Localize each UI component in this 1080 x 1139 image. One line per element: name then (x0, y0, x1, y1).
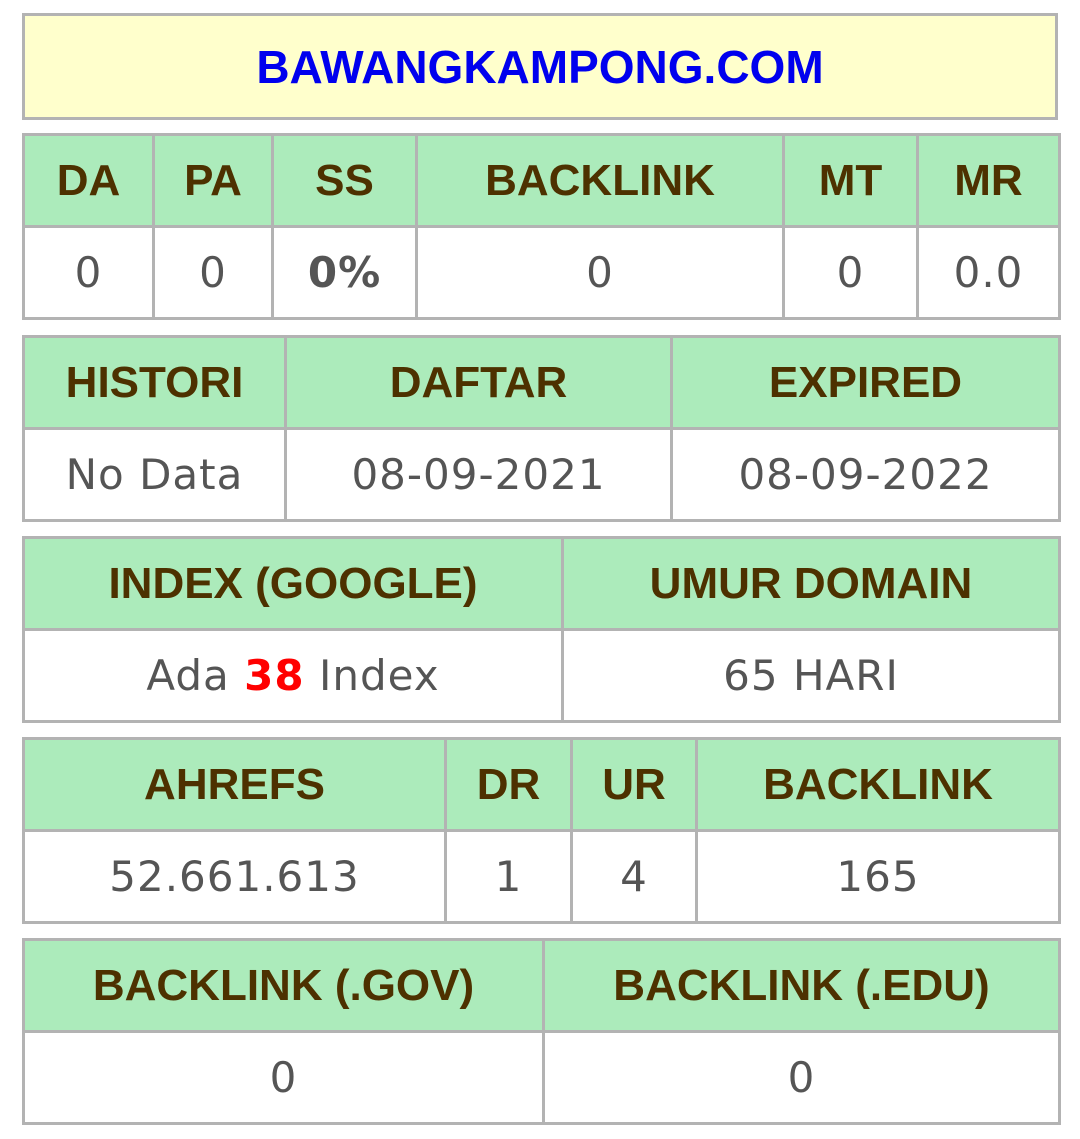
header-pa: PA (152, 133, 274, 228)
value-backlink-edu: 0 (542, 1030, 1061, 1125)
header-dr: DR (444, 737, 573, 832)
value-ss: 0% (271, 225, 418, 320)
index-count: 38 (244, 651, 305, 700)
index-prefix: Ada (146, 651, 245, 700)
value-backlink-gov: 0 (22, 1030, 545, 1125)
index-table: INDEX (GOOGLE) UMUR DOMAIN Ada 38 Index … (22, 536, 1061, 723)
special-header-row: BACKLINK (.GOV) BACKLINK (.EDU) (22, 938, 1061, 1033)
header-backlink-gov: BACKLINK (.GOV) (22, 938, 545, 1033)
index-suffix: Index (304, 651, 440, 700)
value-histori: No Data (22, 427, 287, 522)
value-ur: 4 (570, 829, 698, 924)
dates-table: HISTORI DAFTAR EXPIRED No Data 08-09-202… (22, 335, 1061, 522)
header-ahrefs-backlink: BACKLINK (695, 737, 1061, 832)
header-index-google: INDEX (GOOGLE) (22, 536, 564, 631)
index-header-row: INDEX (GOOGLE) UMUR DOMAIN (22, 536, 1061, 631)
value-mr: 0.0 (916, 225, 1061, 320)
value-index-google: Ada 38 Index (22, 628, 564, 723)
header-ss: SS (271, 133, 418, 228)
ahrefs-header-row: AHREFS DR UR BACKLINK (22, 737, 1061, 832)
moz-header-row: DA PA SS BACKLINK MT MR (22, 133, 1061, 228)
dates-value-row: No Data 08-09-2021 08-09-2022 (22, 427, 1061, 522)
ahrefs-table: AHREFS DR UR BACKLINK 52.661.613 1 4 165 (22, 737, 1061, 924)
moz-metrics-table: DA PA SS BACKLINK MT MR 0 0 0% 0 0 0.0 (22, 133, 1061, 320)
header-histori: HISTORI (22, 335, 287, 430)
value-expired: 08-09-2022 (670, 427, 1061, 522)
header-backlink-edu: BACKLINK (.EDU) (542, 938, 1061, 1033)
value-da: 0 (22, 225, 155, 320)
header-ur: UR (570, 737, 698, 832)
value-dr: 1 (444, 829, 573, 924)
value-mt: 0 (782, 225, 919, 320)
header-da: DA (22, 133, 155, 228)
value-umur-domain: 65 HARI (561, 628, 1061, 723)
value-daftar: 08-09-2021 (284, 427, 673, 522)
value-pa: 0 (152, 225, 274, 320)
value-ahrefs: 52.661.613 (22, 829, 447, 924)
header-backlink: BACKLINK (415, 133, 785, 228)
value-ahrefs-backlink: 165 (695, 829, 1061, 924)
domain-title-link[interactable]: BAWANGKAMPONG.COM (256, 40, 824, 93)
special-value-row: 0 0 (22, 1030, 1061, 1125)
header-mr: MR (916, 133, 1061, 228)
index-value-row: Ada 38 Index 65 HARI (22, 628, 1061, 723)
moz-value-row: 0 0 0% 0 0 0.0 (22, 225, 1061, 320)
ahrefs-value-row: 52.661.613 1 4 165 (22, 829, 1061, 924)
special-backlinks-table: BACKLINK (.GOV) BACKLINK (.EDU) 0 0 (22, 938, 1061, 1125)
header-mt: MT (782, 133, 919, 228)
header-ahrefs: AHREFS (22, 737, 447, 832)
header-daftar: DAFTAR (284, 335, 673, 430)
header-umur-domain: UMUR DOMAIN (561, 536, 1061, 631)
dates-header-row: HISTORI DAFTAR EXPIRED (22, 335, 1061, 430)
value-backlink: 0 (415, 225, 785, 320)
header-expired: EXPIRED (670, 335, 1061, 430)
domain-title-box: BAWANGKAMPONG.COM (22, 13, 1058, 120)
